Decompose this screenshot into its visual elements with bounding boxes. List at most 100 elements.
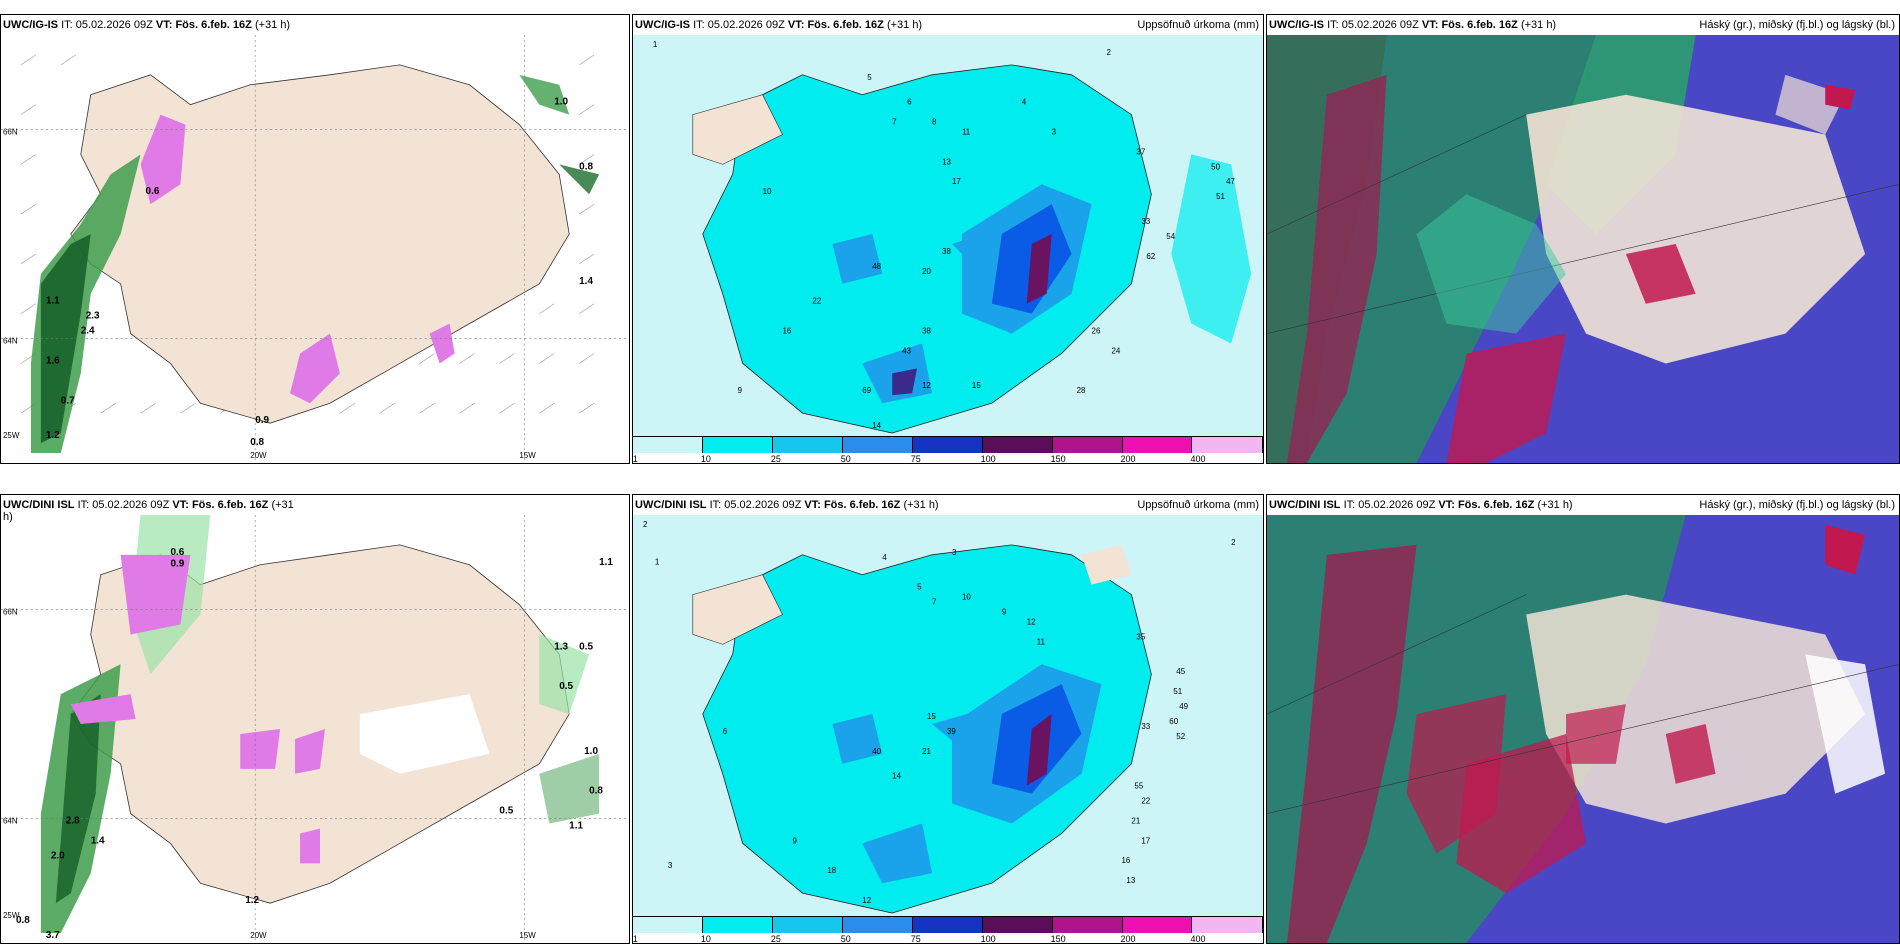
map-area: 20W 15W 66N 64N 25W 0.6 1.1 2.3 2.4 1.6 … xyxy=(1,35,629,463)
value-label: 0.8 xyxy=(589,786,603,797)
field-title: Háský (gr.), miðský (fj.bl.) og lágský (… xyxy=(1699,19,1895,31)
tick-label: 25W xyxy=(3,431,20,440)
value-label: 3 xyxy=(952,548,957,557)
value-label: 0.5 xyxy=(499,806,513,817)
snow-map-bottom: UWC/DINI ISL IT: 05.02.2026 09Z VT: Fös.… xyxy=(0,494,630,944)
map-area xyxy=(1267,35,1899,463)
tick-label: 64N xyxy=(3,817,18,826)
value-label: 3 xyxy=(668,861,673,870)
colorbar-tick: 75 xyxy=(910,934,921,944)
precip-map-bottom: UWC/DINI ISL IT: 05.02.2026 09Z VT: Fös.… xyxy=(632,494,1264,944)
value-label: 16 xyxy=(1121,856,1130,865)
colorbar-tick: 75 xyxy=(910,454,921,464)
precip-map-top: UWC/IG-IS IT: 05.02.2026 09Z VT: Fös. 6.… xyxy=(632,14,1264,464)
value-label: 60 xyxy=(1169,717,1178,726)
value-label: 14 xyxy=(872,421,881,430)
value-label: 1 xyxy=(653,40,658,49)
value-label: 22 xyxy=(812,297,821,306)
value-label: 0.6 xyxy=(170,547,184,558)
colorbar-tick: 400 xyxy=(1190,934,1206,944)
value-label: 50 xyxy=(1211,162,1220,171)
value-label: 2.4 xyxy=(81,326,95,337)
tick-label: 20W xyxy=(250,931,267,940)
value-label: 13 xyxy=(1126,876,1135,885)
value-label: 1.2 xyxy=(245,895,259,906)
value-label: 7 xyxy=(932,598,937,607)
value-label: 12 xyxy=(1027,617,1036,626)
value-label: 14 xyxy=(892,772,901,781)
value-label: 15 xyxy=(972,381,981,390)
value-label: 0.9 xyxy=(255,415,269,426)
value-label: 1.0 xyxy=(554,97,568,108)
value-label: 10 xyxy=(962,593,971,602)
value-label: 48 xyxy=(872,262,881,271)
colorbar-tick: 200 xyxy=(1120,934,1136,944)
tick-label: 15W xyxy=(519,451,536,460)
value-label: 28 xyxy=(1077,386,1086,395)
value-label: 6 xyxy=(723,727,728,736)
value-label: 12 xyxy=(922,381,931,390)
value-label: 5 xyxy=(867,73,872,82)
value-label: 4 xyxy=(1022,98,1027,107)
iceland-outline xyxy=(702,64,1152,434)
value-label: 38 xyxy=(922,327,931,336)
colorbar-tick: 150 xyxy=(1050,454,1066,464)
colorbar-tick: 400 xyxy=(1190,454,1206,464)
cloud-map-svg xyxy=(1267,515,1899,943)
value-label: 26 xyxy=(1092,327,1101,336)
value-label: 4 xyxy=(882,553,887,562)
value-label: 2.3 xyxy=(86,311,100,322)
value-label: 9 xyxy=(738,386,743,395)
value-label: 21 xyxy=(1131,816,1140,825)
value-label: 33 xyxy=(1141,217,1150,226)
colorbar: 1 10 25 50 75 100 150 200 400 xyxy=(633,436,1263,463)
value-label: 9 xyxy=(1002,608,1007,617)
value-label: 0.6 xyxy=(146,186,160,197)
value-label: 40 xyxy=(872,747,881,756)
value-label: 38 xyxy=(942,247,951,256)
value-label: 13 xyxy=(942,157,951,166)
colorbar-tick: 200 xyxy=(1120,454,1136,464)
precip-map-svg: 2 1 4 3 2 5 7 10 9 12 11 35 45 51 49 60 … xyxy=(633,515,1263,916)
value-label: 49 xyxy=(1179,702,1188,711)
value-label: 2 xyxy=(1231,538,1236,547)
tick-label: 20W xyxy=(250,451,267,460)
value-label: 35 xyxy=(1136,632,1145,641)
value-label: 21 xyxy=(922,747,931,756)
value-label: 43 xyxy=(902,346,911,355)
value-label: 62 xyxy=(1146,252,1155,261)
snow-map-svg: 20W 15W 66N 64N 25W 0.6 1.1 2.3 2.4 1.6 … xyxy=(1,35,629,463)
value-label: 1.0 xyxy=(584,746,598,757)
value-label: 0.8 xyxy=(579,161,593,172)
value-label: 3.7 xyxy=(46,930,60,941)
value-label: 3 xyxy=(1052,128,1057,137)
value-label: 1.4 xyxy=(91,835,105,846)
value-label: 2 xyxy=(1106,48,1111,57)
map-area: 2 1 4 3 2 5 7 10 9 12 11 35 45 51 49 60 … xyxy=(633,515,1263,916)
value-label: 2 xyxy=(643,520,648,529)
value-label: 54 xyxy=(1166,232,1175,241)
value-label: 2.0 xyxy=(51,850,65,861)
field-title: Háský (gr.), miðský (fj.bl.) og lágský (… xyxy=(1699,499,1895,511)
colorbar: 1 10 25 50 75 100 150 200 400 xyxy=(633,916,1263,943)
panel-title: UWC/DINI ISL IT: 05.02.2026 09Z VT: Fös.… xyxy=(1269,499,1573,511)
field-title: Uppsöfnuð úrkoma (mm) xyxy=(1137,19,1259,31)
value-label: 24 xyxy=(1111,346,1120,355)
value-label: 45 xyxy=(1176,667,1185,676)
map-area: 20W 15W 66N 64N 25W 0.6 0.9 1.1 1.3 0.5 … xyxy=(1,515,629,943)
panel-title: UWC/IG-IS IT: 05.02.2026 09Z VT: Fös. 6.… xyxy=(635,19,923,31)
value-label: 52 xyxy=(1176,732,1185,741)
cloud-map-svg xyxy=(1267,35,1899,463)
value-label: 15 xyxy=(927,712,936,721)
value-label: 11 xyxy=(962,128,971,137)
colorbar-tick: 10 xyxy=(700,934,711,944)
colorbar-tick: 50 xyxy=(840,934,851,944)
value-label: 0.8 xyxy=(250,437,264,448)
value-label: 9 xyxy=(792,836,797,845)
value-label: 5 xyxy=(917,583,922,592)
colorbar-tick: 25 xyxy=(770,454,781,464)
map-area xyxy=(1267,515,1899,943)
cloud-map-top: UWC/IG-IS IT: 05.02.2026 09Z VT: Fös. 6.… xyxy=(1266,14,1900,464)
tick-label: 15W xyxy=(519,931,536,940)
field-title: Uppsöfnuð úrkoma (mm) xyxy=(1137,499,1259,511)
